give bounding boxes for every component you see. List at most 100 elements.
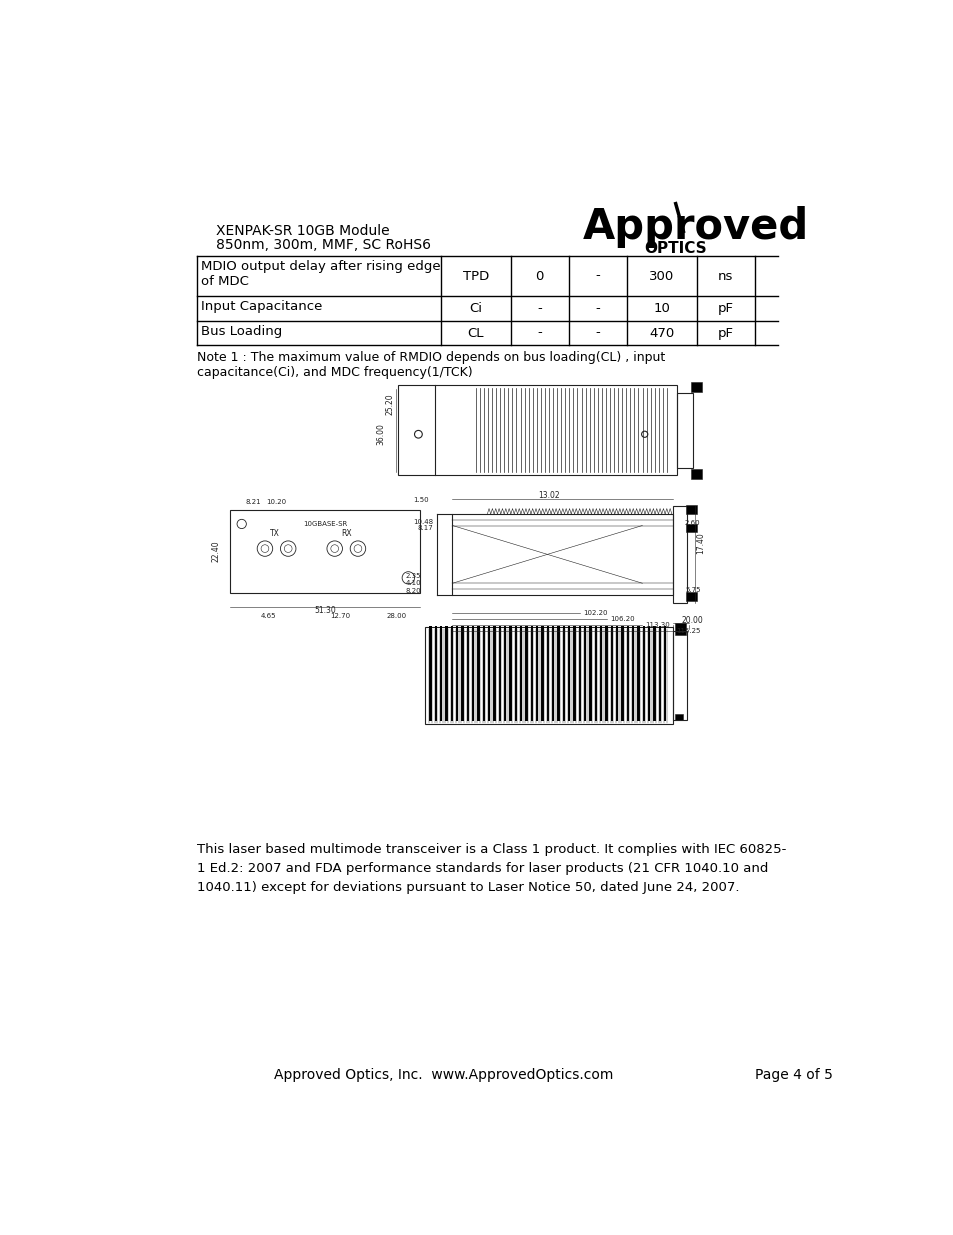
Bar <box>685 505 696 514</box>
Text: 2.60: 2.60 <box>684 520 700 526</box>
Bar <box>488 626 490 721</box>
Text: 10.48: 10.48 <box>413 519 433 525</box>
Bar <box>536 626 537 721</box>
Bar <box>567 626 570 721</box>
Bar <box>642 626 644 721</box>
Bar <box>573 626 575 721</box>
Text: 8.20: 8.20 <box>405 588 421 594</box>
Bar <box>429 626 431 721</box>
Text: 22.40: 22.40 <box>212 541 220 562</box>
Bar <box>461 626 463 721</box>
Bar <box>610 626 613 721</box>
Bar <box>589 626 591 721</box>
Bar <box>653 626 655 721</box>
Bar <box>685 524 696 532</box>
Bar <box>620 626 623 721</box>
Text: 850nm, 300m, MMF, SC RoHS6: 850nm, 300m, MMF, SC RoHS6 <box>216 237 431 252</box>
Bar <box>637 626 639 721</box>
Text: 10.20: 10.20 <box>266 499 286 505</box>
Text: 8.21: 8.21 <box>245 499 261 505</box>
Text: Approved: Approved <box>582 206 808 248</box>
Text: 28.00: 28.00 <box>386 614 406 620</box>
Bar <box>599 626 601 721</box>
Text: 102.20: 102.20 <box>583 610 607 615</box>
Text: -: - <box>595 269 599 283</box>
Text: Input Capacitance: Input Capacitance <box>200 300 322 314</box>
Text: 20.00: 20.00 <box>681 616 703 625</box>
Bar <box>493 626 495 721</box>
Text: TX: TX <box>270 529 279 537</box>
Bar <box>663 626 666 721</box>
Text: 8.17: 8.17 <box>416 525 433 531</box>
Text: 106.20: 106.20 <box>610 616 635 621</box>
Bar <box>674 624 685 635</box>
Bar <box>476 626 479 721</box>
Bar <box>578 626 580 721</box>
Text: XENPAK-SR 10GB Module: XENPAK-SR 10GB Module <box>216 224 390 237</box>
Text: -: - <box>595 326 599 340</box>
Text: 1.50: 1.50 <box>414 498 429 503</box>
Bar <box>685 593 696 601</box>
Bar <box>562 626 564 721</box>
Bar <box>519 626 521 721</box>
Text: RX: RX <box>340 529 352 537</box>
Bar <box>557 626 559 721</box>
Bar <box>605 626 607 721</box>
Bar <box>456 626 457 721</box>
Text: 17.40: 17.40 <box>696 532 704 553</box>
Text: pF: pF <box>717 301 733 315</box>
Bar <box>439 626 442 721</box>
Text: 300: 300 <box>648 269 674 283</box>
Text: Approved Optics, Inc.  www.ApprovedOptics.com: Approved Optics, Inc. www.ApprovedOptics… <box>274 1068 613 1082</box>
Bar <box>626 626 628 721</box>
Text: ns: ns <box>718 269 733 283</box>
Text: 113.30: 113.30 <box>645 622 670 627</box>
Text: pF: pF <box>717 326 733 340</box>
Text: 10: 10 <box>653 301 670 315</box>
Text: MDIO output delay after rising edge
of MDC: MDIO output delay after rising edge of M… <box>200 261 439 289</box>
Text: TPD: TPD <box>462 269 488 283</box>
Text: 25.20: 25.20 <box>386 394 395 415</box>
Text: 13.02: 13.02 <box>538 492 559 500</box>
Text: 51.30: 51.30 <box>314 605 335 615</box>
Bar <box>540 626 543 721</box>
Text: Page 4 of 5: Page 4 of 5 <box>754 1068 832 1082</box>
Text: 12.70: 12.70 <box>330 614 350 620</box>
Text: 5.75: 5.75 <box>684 587 700 593</box>
Bar <box>445 626 447 721</box>
Bar <box>659 626 660 721</box>
Text: -: - <box>537 326 541 340</box>
Text: This laser based multimode transceiver is a Class 1 product. It complies with IE: This laser based multimode transceiver i… <box>196 842 785 894</box>
Bar <box>482 626 484 721</box>
Bar <box>525 626 527 721</box>
Text: 115.25: 115.25 <box>676 627 700 634</box>
Text: Bus Loading: Bus Loading <box>200 325 281 338</box>
Bar <box>509 626 511 721</box>
Bar <box>616 626 618 721</box>
Text: 0: 0 <box>535 269 543 283</box>
Text: OPTICS: OPTICS <box>644 241 706 256</box>
Bar <box>691 383 701 391</box>
Text: Ci: Ci <box>469 301 482 315</box>
Bar <box>674 714 682 720</box>
Bar <box>647 626 650 721</box>
Bar <box>503 626 506 721</box>
Bar <box>632 626 634 721</box>
Text: CL: CL <box>467 326 483 340</box>
Text: -: - <box>537 301 541 315</box>
Text: 10GBASE-SR: 10GBASE-SR <box>302 521 347 527</box>
Bar <box>546 626 548 721</box>
Bar <box>514 626 517 721</box>
Text: -: - <box>595 301 599 315</box>
Text: Note 1 : The maximum value of RMDIO depends on bus loading(CL) , input
capacitan: Note 1 : The maximum value of RMDIO depe… <box>196 352 664 379</box>
Bar <box>691 469 701 478</box>
Bar <box>466 626 469 721</box>
Bar <box>552 626 554 721</box>
Text: 470: 470 <box>648 326 674 340</box>
Text: 4.10: 4.10 <box>405 580 421 587</box>
Text: 2.35: 2.35 <box>406 573 421 578</box>
Text: 4.65: 4.65 <box>261 614 276 620</box>
Bar <box>472 626 474 721</box>
Bar <box>435 626 436 721</box>
Bar <box>450 626 453 721</box>
